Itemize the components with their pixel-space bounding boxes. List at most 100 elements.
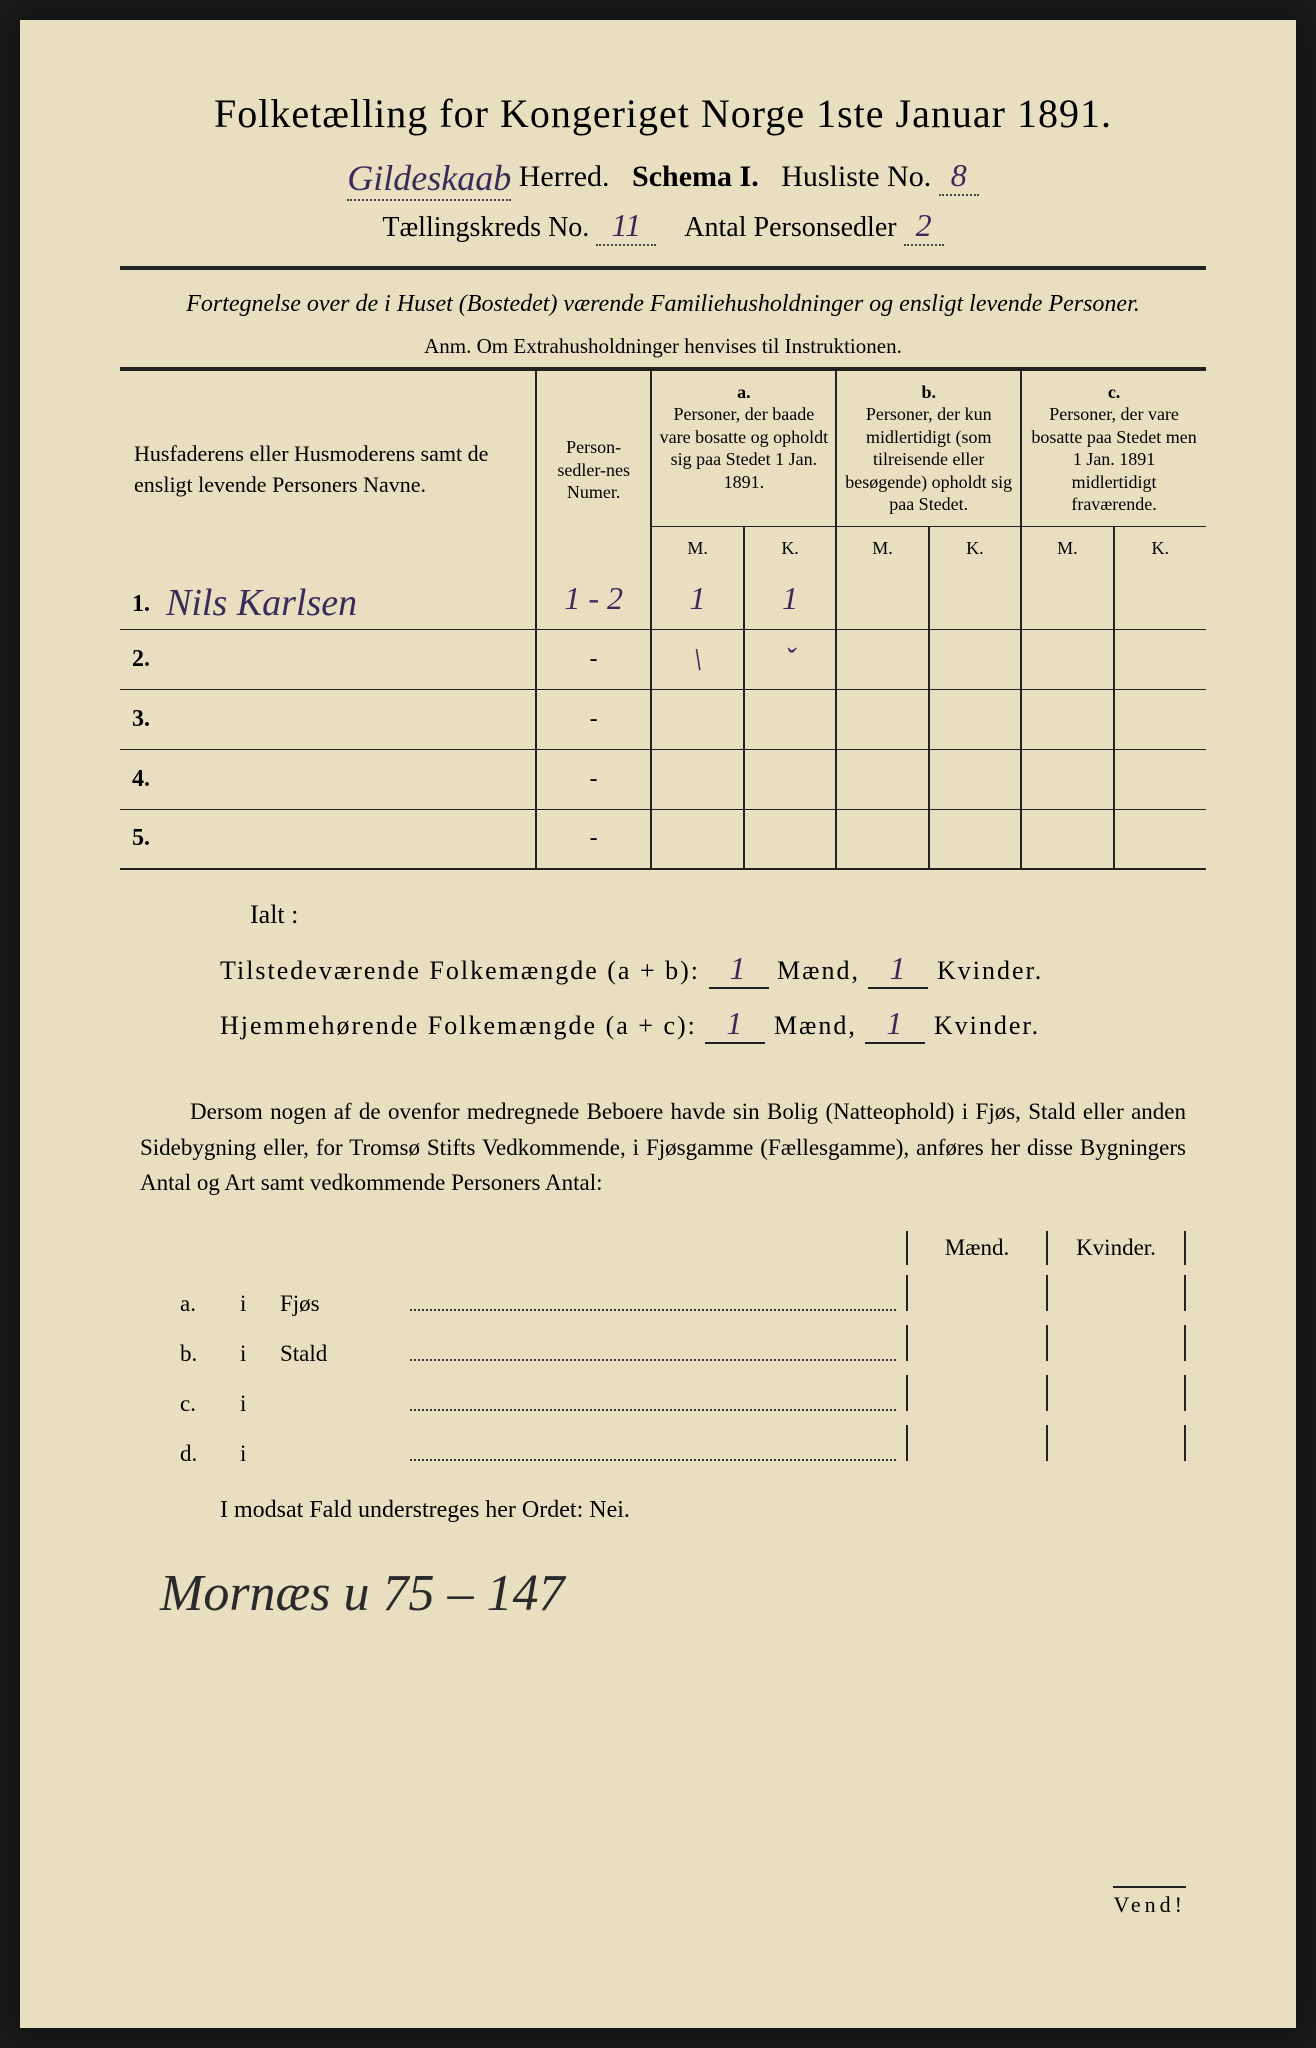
lodging-row-type: Stald [280,1341,400,1367]
ialt-line1-m: 1 [709,950,769,989]
lodging-dots [410,1388,896,1411]
row-a-m [651,689,743,749]
table-row: 5. - [120,809,1206,869]
col-a-header: a. Personer, der baade vare bosatte og o… [651,369,836,527]
row-b-m [836,629,928,689]
ialt-kvinder-1: Kvinder. [937,956,1043,985]
row-num: 1. [132,591,150,617]
lodging-row: c. i [180,1375,1186,1417]
herred-handwritten: Gildeskaab [347,157,511,201]
row-a-k [744,689,836,749]
lodging-paragraph: Dersom nogen af de ovenfor medregnede Be… [140,1094,1186,1201]
row-c-m [1021,749,1113,809]
personsedler-label: Antal Personsedler [684,212,896,243]
lodging-row-i: i [240,1291,280,1317]
row-b-m [836,809,928,869]
personsedler-no: 2 [904,207,944,246]
lodging-row-type: Fjøs [280,1291,400,1317]
main-title: Folketælling for Kongeriget Norge 1ste J… [120,90,1206,137]
lodging-row-i: i [240,1341,280,1367]
lodging-cell-k [1046,1275,1186,1311]
ialt-line1-k: 1 [868,950,928,989]
row-c-k [1114,629,1206,689]
lodging-cell-k [1046,1425,1186,1461]
row-numer: - [536,629,652,689]
row-b-m [836,689,928,749]
table-row: 1. Nils Karlsen 1 - 2 1 1 [120,569,1206,629]
lodging-row-label: d. [180,1441,240,1467]
lodging-dots [410,1288,896,1311]
header-line-1: Gildeskaab Herred. Schema I. Husliste No… [120,153,1206,197]
col-c-text: Personer, der vare bosatte paa Stedet me… [1028,403,1200,516]
lodging-row-label: c. [180,1391,240,1417]
row-num: 2. [132,646,150,672]
lodging-table: Mænd. Kvinder. a. i Fjøs b. i Stald c. i… [180,1231,1186,1467]
col-c-header: c. Personer, der vare bosatte paa Stedet… [1021,369,1206,527]
lodging-cell-m [906,1375,1046,1411]
ialt-line2-label: Hjemmehørende Folkemængde (a + c): [220,1011,697,1040]
ialt-label: Ialt : [250,900,1206,930]
vend-label: Vend! [1113,1886,1186,1918]
lodging-cell-m [906,1325,1046,1361]
lodging-header: Mænd. Kvinder. [180,1231,1186,1265]
lodging-header-k: Kvinder. [1046,1231,1186,1265]
ialt-line2-k: 1 [865,1005,925,1044]
col-c-m: M. [1021,526,1113,569]
row-b-k [929,809,1021,869]
census-table: Husfaderens eller Husmoderens samt de en… [120,367,1206,871]
lodging-row-i: i [240,1441,280,1467]
row-b-k [929,689,1021,749]
row-b-k [929,629,1021,689]
table-row: 3. - [120,689,1206,749]
row-name-cell: 4. [120,749,536,809]
husliste-label: Husliste No. [781,160,931,193]
row-c-m [1021,809,1113,869]
row-name: Nils Karlsen [166,581,357,625]
lodging-row-label: a. [180,1291,240,1317]
row-numer: - [536,809,652,869]
lodging-dots [410,1438,896,1461]
col-b-m: M. [836,526,928,569]
row-numer: - [536,749,652,809]
schema-label: Schema I. [632,160,759,193]
row-name-cell: 2. [120,629,536,689]
row-numer: 1 - 2 [536,569,652,629]
table-row: 4. - [120,749,1206,809]
row-c-k [1114,689,1206,749]
ialt-maend-1: Mænd, [777,956,860,985]
lodging-cell-k [1046,1325,1186,1361]
row-c-k [1114,569,1206,629]
ialt-line-2: Hjemmehørende Folkemængde (a + c): 1 Mæn… [220,1005,1206,1044]
row-a-k: 1 [744,569,836,629]
lodging-cells [906,1425,1186,1461]
ialt-line-1: Tilstedeværende Folkemængde (a + b): 1 M… [220,950,1206,989]
row-num: 4. [132,766,150,792]
row-a-m: \ [651,629,743,689]
col-b-header: b. Personer, der kun midlertidigt (som t… [836,369,1021,527]
lodging-dots [410,1338,896,1361]
col-numer-header: Person-sedler-nes Numer. [536,369,652,570]
row-c-m [1021,629,1113,689]
divider-1 [120,266,1206,270]
col-a-label: a. [658,381,829,404]
row-c-m [1021,689,1113,749]
bottom-signature: Mornæs u 75 – 147 [160,1564,1206,1623]
row-a-k [744,809,836,869]
col-b-k: K. [929,526,1021,569]
row-c-m [1021,569,1113,629]
lodging-row: d. i [180,1425,1186,1467]
ialt-line1-label: Tilstedeværende Folkemængde (a + b): [220,956,700,985]
lodging-cell-m [906,1425,1046,1461]
ialt-kvinder-2: Kvinder. [934,1011,1040,1040]
row-name-cell: 3. [120,689,536,749]
row-a-m: 1 [651,569,743,629]
col-b-label: b. [843,381,1014,404]
herred-label: Herred. [519,160,610,193]
row-name-cell: 1. Nils Karlsen [120,569,536,629]
col-a-m: M. [651,526,743,569]
kreds-no: 11 [596,207,656,246]
col-a-text: Personer, der baade vare bosatte og opho… [658,403,829,493]
row-numer: - [536,689,652,749]
lodging-cell-k [1046,1375,1186,1411]
lodging-cells [906,1325,1186,1361]
